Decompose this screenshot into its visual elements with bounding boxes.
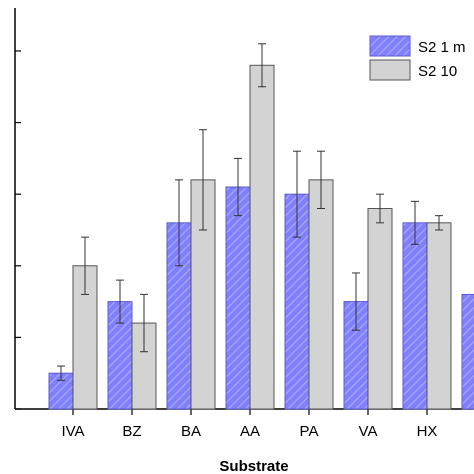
legend-label-series-1: S2 1 m <box>418 39 466 56</box>
bar-1-hx <box>402 222 428 410</box>
bar-2-pa <box>308 179 334 410</box>
bar-2-hx <box>426 222 452 410</box>
x-tick-label-4: PA <box>300 423 319 440</box>
bar-1-aa <box>225 186 251 410</box>
x-tick-label-1: BZ <box>122 423 141 440</box>
bar-1-2 <box>461 293 474 410</box>
legend: S2 1 m S2 10 <box>369 35 466 81</box>
legend-label-series-2: S2 10 <box>418 63 457 80</box>
bar-2-va <box>367 208 393 410</box>
bars <box>48 43 474 410</box>
x-tick-label-2: BA <box>181 423 201 440</box>
bar-2-aa <box>249 64 275 410</box>
x-tick-label-6: HX <box>417 423 438 440</box>
x-tick-label-5: VA <box>359 423 378 440</box>
legend-swatch-series-1 <box>369 35 411 57</box>
legend-swatch-series-2 <box>369 59 411 81</box>
x-tick-label-3: AA <box>240 423 260 440</box>
x-tick-label-0: IVA <box>61 423 84 440</box>
x-axis-title: Substrate <box>219 458 288 474</box>
